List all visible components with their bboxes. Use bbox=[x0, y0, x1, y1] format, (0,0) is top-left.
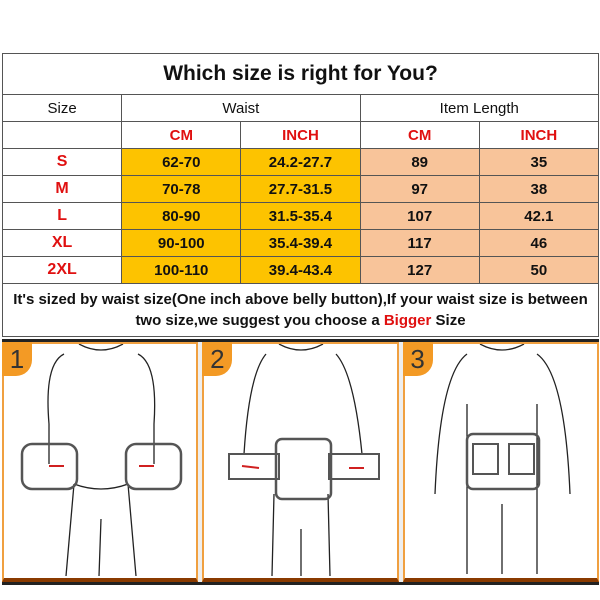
waist-cm-cell: 90-100 bbox=[121, 229, 242, 257]
step-2-illustration bbox=[228, 344, 381, 576]
size-cell: XL bbox=[1, 229, 123, 257]
step-3-illustration bbox=[434, 344, 571, 574]
sizing-note: It's sized by waist size(One inch above … bbox=[2, 283, 599, 337]
unit-header: CM bbox=[359, 121, 480, 149]
size-chart: Which size is right for You? Size Waist It… bbox=[1, 53, 600, 337]
step-1-illustration bbox=[20, 344, 183, 576]
step-3-panel: 3 bbox=[402, 342, 599, 582]
length-inch-cell: 50 bbox=[478, 256, 600, 284]
size-cell: 2XL bbox=[1, 256, 123, 284]
length-inch-cell: 46 bbox=[478, 229, 600, 257]
size-cell: L bbox=[1, 202, 123, 230]
length-inch-cell: 35 bbox=[478, 148, 600, 176]
step-2-panel: 2 bbox=[202, 342, 399, 582]
length-inch-cell: 42.1 bbox=[478, 202, 600, 230]
waist-inch-cell: 31.5-35.4 bbox=[240, 202, 361, 230]
size-cell: M bbox=[1, 175, 123, 203]
waist-inch-cell: 35.4-39.4 bbox=[240, 229, 361, 257]
blank-cell bbox=[1, 121, 123, 149]
table-row: XL 90-100 35.4-39.4 117 46 bbox=[1, 229, 600, 257]
waist-inch-cell: 27.7-31.5 bbox=[240, 175, 361, 203]
unit-header: CM bbox=[121, 121, 242, 149]
table-row: L 80-90 31.5-35.4 107 42.1 bbox=[1, 202, 600, 230]
chart-title: Which size is right for You? bbox=[2, 53, 599, 95]
instruction-panels: 1 2 3 bbox=[2, 339, 599, 585]
table-row: M 70-78 27.7-31.5 97 38 bbox=[1, 175, 600, 203]
table-row: S 62-70 24.2-27.7 89 35 bbox=[1, 148, 600, 176]
waist-cm-cell: 62-70 bbox=[121, 148, 242, 176]
waist-cm-cell: 100-110 bbox=[121, 256, 242, 284]
step-badge: 1 bbox=[2, 342, 32, 376]
step-1-panel: 1 bbox=[2, 342, 199, 582]
length-header: Item Length bbox=[359, 94, 600, 122]
table-row: 2XL 100-110 39.4-43.4 127 50 bbox=[1, 256, 600, 284]
size-header: Size bbox=[1, 94, 123, 122]
length-cm-cell: 107 bbox=[359, 202, 480, 230]
note-text: It's sized by waist size(One inch above … bbox=[13, 291, 588, 329]
waist-inch-cell: 39.4-43.4 bbox=[240, 256, 361, 284]
waist-header: Waist bbox=[121, 94, 361, 122]
length-cm-cell: 117 bbox=[359, 229, 480, 257]
length-inch-cell: 38 bbox=[478, 175, 600, 203]
unit-header: INCH bbox=[478, 121, 600, 149]
note-highlight: Bigger bbox=[383, 312, 432, 329]
waist-cm-cell: 80-90 bbox=[121, 202, 242, 230]
length-cm-cell: 89 bbox=[359, 148, 480, 176]
note-text-end: Size bbox=[431, 312, 466, 329]
waist-cm-cell: 70-78 bbox=[121, 175, 242, 203]
waist-inch-cell: 24.2-27.7 bbox=[240, 148, 361, 176]
length-cm-cell: 127 bbox=[359, 256, 480, 284]
step-badge: 2 bbox=[202, 342, 233, 376]
unit-header: INCH bbox=[240, 121, 361, 149]
length-cm-cell: 97 bbox=[359, 175, 480, 203]
size-cell: S bbox=[1, 148, 123, 176]
step-badge: 3 bbox=[402, 342, 433, 376]
